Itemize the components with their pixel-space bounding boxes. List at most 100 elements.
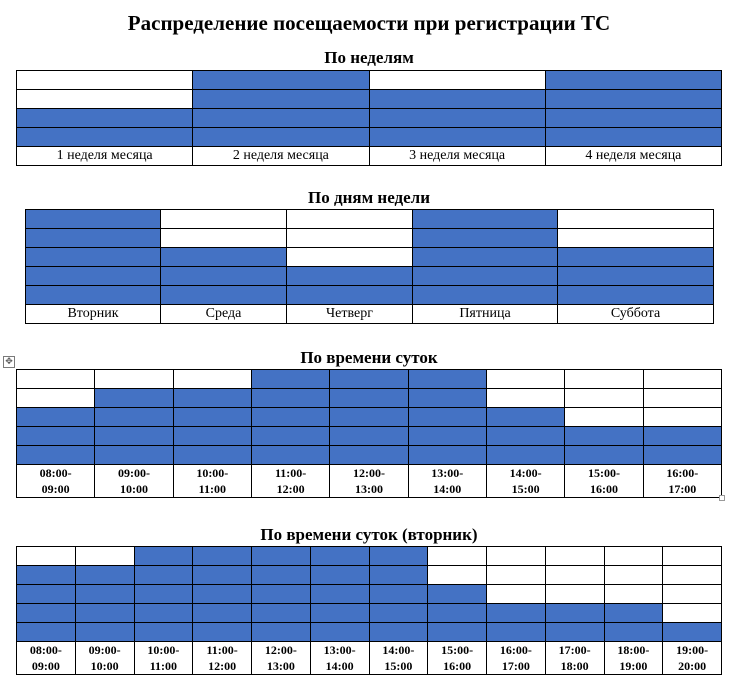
bar-cell-filled: [486, 622, 546, 642]
column-label: 13:00- 14:00: [309, 641, 370, 675]
bar-cell-empty: [94, 369, 174, 389]
bar-cell-filled: [368, 546, 429, 566]
bar-cell-filled: [329, 407, 409, 427]
bar-cell-filled: [412, 266, 558, 286]
table-move-icon[interactable]: ✥: [3, 356, 15, 368]
bar-cell-filled: [412, 247, 558, 267]
bar-cell-empty: [486, 565, 546, 585]
bar-cell-filled: [368, 565, 429, 585]
bar-cell-filled: [74, 584, 135, 604]
bar-cell-filled: [329, 426, 409, 446]
bar-cell-empty: [642, 407, 723, 427]
bar-cell-filled: [485, 426, 566, 446]
bar-cell-filled: [603, 622, 664, 642]
bar-cell-filled: [133, 622, 194, 642]
bar-cell-filled: [368, 127, 546, 147]
bar-cell-filled: [544, 108, 723, 128]
bar-cell-filled: [368, 622, 429, 642]
bar-cell-filled: [15, 407, 96, 427]
bar-cell-empty: [15, 388, 96, 408]
column-label: 13:00- 14:00: [407, 464, 487, 498]
bar-cell-empty: [544, 546, 605, 566]
bar-cell-empty: [485, 369, 566, 389]
bar-cell-filled: [192, 108, 370, 128]
column-label: Среда: [160, 304, 287, 324]
bar-cell-filled: [309, 546, 370, 566]
column-label: 3 неделя месяца: [368, 146, 546, 166]
column-label: 08:00- 09:00: [16, 641, 76, 675]
bar-cell-filled: [427, 584, 487, 604]
bar-cell-filled: [251, 546, 311, 566]
bar-cell-filled: [192, 584, 252, 604]
table-resize-handle[interactable]: [719, 495, 725, 501]
bar-cell-empty: [286, 209, 413, 229]
bar-cell-empty: [286, 247, 413, 267]
column-label: 09:00- 10:00: [94, 464, 174, 498]
bar-cell-filled: [557, 266, 714, 286]
bar-cell-filled: [427, 603, 487, 623]
bar-cell-filled: [407, 426, 487, 446]
bar-cell-filled: [133, 565, 194, 585]
bar-cell-empty: [662, 565, 722, 585]
bar-cell-filled: [15, 426, 96, 446]
label-row: 1 неделя месяца 2 неделя месяца 3 неделя м…: [15, 146, 723, 166]
grid-row: [25, 266, 714, 286]
bar-cell-filled: [15, 127, 194, 147]
section-title-weekdays: По дням недели: [308, 188, 430, 207]
bar-cell-empty: [15, 369, 96, 389]
bar-cell-empty: [603, 565, 664, 585]
grid-row: [15, 369, 723, 389]
bar-cell-filled: [407, 445, 487, 465]
bar-cell-empty: [486, 546, 546, 566]
bar-cell-filled: [16, 622, 76, 642]
bar-cell-filled: [251, 565, 311, 585]
bar-cell-filled: [192, 622, 252, 642]
bar-cell-empty: [662, 603, 722, 623]
column-label: Вторник: [25, 304, 161, 324]
bar-cell-filled: [662, 622, 722, 642]
bar-cell-filled: [251, 603, 311, 623]
bar-cell-filled: [74, 622, 135, 642]
section-title-time-of-day-tuesday: По времени суток (вторник): [260, 525, 478, 544]
weeks-table: 1 неделя месяца 2 неделя месяца 3 неделя м…: [15, 70, 723, 166]
bar-cell-empty: [557, 228, 714, 248]
bar-cell-filled: [172, 445, 252, 465]
bar-cell-filled: [412, 285, 558, 305]
bar-cell-filled: [368, 108, 546, 128]
bar-cell-filled: [94, 445, 174, 465]
bar-cell-filled: [368, 584, 429, 604]
bar-cell-empty: [368, 70, 546, 90]
label-row: 08:00- 09:00 09:00- 10:00 10:00- 11:00 11:00- 1…: [15, 464, 723, 498]
bar-cell-empty: [427, 546, 487, 566]
bar-cell-filled: [250, 369, 331, 389]
bar-cell-empty: [286, 228, 413, 248]
bar-cell-filled: [564, 426, 644, 446]
column-label: 19:00- 20:00: [662, 641, 722, 675]
bar-cell-filled: [309, 622, 370, 642]
bar-cell-filled: [250, 445, 331, 465]
bar-cell-empty: [564, 407, 644, 427]
bar-cell-filled: [16, 603, 76, 623]
bar-cell-filled: [427, 622, 487, 642]
grid-row: [15, 89, 723, 109]
bar-cell-filled: [74, 603, 135, 623]
bar-cell-filled: [544, 127, 723, 147]
bar-cell-filled: [25, 266, 161, 286]
bar-cell-filled: [412, 228, 558, 248]
bar-cell-filled: [642, 426, 723, 446]
bar-cell-filled: [286, 266, 413, 286]
bar-cell-filled: [160, 247, 287, 267]
bar-cell-filled: [25, 209, 161, 229]
bar-cell-empty: [662, 584, 722, 604]
bar-cell-empty: [172, 369, 252, 389]
bar-cell-filled: [250, 388, 331, 408]
bar-cell-filled: [250, 407, 331, 427]
bar-cell-filled: [603, 603, 664, 623]
bar-cell-filled: [544, 70, 723, 90]
bar-cell-empty: [15, 89, 194, 109]
bar-cell-empty: [160, 209, 287, 229]
bar-cell-filled: [94, 426, 174, 446]
bar-cell-empty: [564, 369, 644, 389]
bar-cell-filled: [192, 89, 370, 109]
bar-cell-filled: [192, 127, 370, 147]
